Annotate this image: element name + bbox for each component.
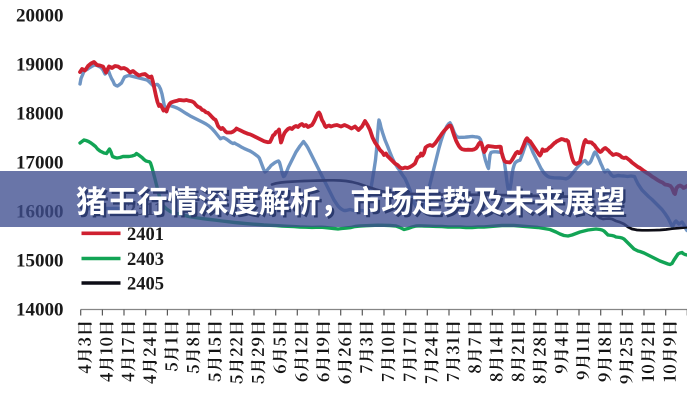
svg-text:2401: 2401: [127, 225, 164, 245]
svg-text:18000: 18000: [16, 103, 64, 124]
svg-text:15000: 15000: [16, 251, 64, 272]
svg-text:20000: 20000: [16, 6, 64, 27]
svg-text:2405: 2405: [127, 275, 164, 295]
svg-text:14000: 14000: [16, 300, 64, 321]
svg-text:19000: 19000: [16, 55, 64, 76]
svg-text:2403: 2403: [127, 250, 164, 270]
svg-text:17000: 17000: [16, 152, 64, 173]
